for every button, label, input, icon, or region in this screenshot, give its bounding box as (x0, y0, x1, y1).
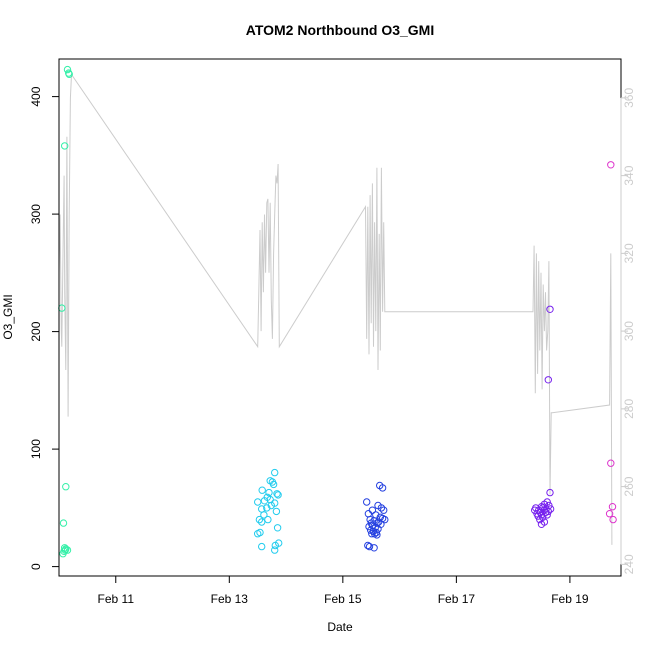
x-tick-label: Feb 11 (98, 592, 135, 606)
data-point-series-3 (546, 305, 554, 313)
data-point-series-2 (364, 541, 372, 550)
data-point-series-4 (608, 503, 617, 511)
data-point-series-3 (546, 505, 555, 513)
y-tick-label: 0 (29, 563, 43, 570)
data-point-series-0 (62, 483, 70, 491)
y-axis: 0 100 200 300 400 (29, 86, 60, 570)
data-point-series-2 (363, 498, 371, 506)
data-point-series-1 (274, 491, 282, 499)
data-point-series-1 (260, 511, 268, 519)
y-tick-label: 400 (29, 86, 43, 106)
data-point-series-1 (264, 515, 272, 524)
y2-tick-label: 300 (622, 321, 636, 341)
x-axis-label: Date (327, 620, 353, 634)
data-point-series-1 (271, 468, 279, 477)
secondary-series-layer (58, 72, 613, 545)
data-point-series-3 (534, 512, 542, 520)
data-point-series-1 (271, 541, 279, 550)
secondary-y-axis: 240 260 280 300 320 340 360 (620, 88, 636, 574)
y2-tick-label: 280 (622, 399, 636, 419)
data-point-series-1 (254, 530, 262, 538)
data-point-series-3 (543, 511, 551, 519)
y-tick-label: 300 (29, 204, 43, 224)
data-point-series-1 (273, 490, 281, 498)
y2-tick-label: 240 (622, 554, 636, 574)
data-point-series-3 (537, 520, 546, 528)
x-tick-label: Feb 15 (324, 592, 362, 606)
data-point-series-2 (368, 530, 376, 538)
data-point-series-1 (272, 507, 281, 516)
y-tick-label: 100 (29, 439, 43, 459)
data-point-series-2 (374, 518, 383, 526)
data-point-series-1 (258, 486, 266, 494)
data-point-series-1 (260, 497, 269, 505)
data-point-series-0 (63, 65, 72, 74)
data-point-series-4 (607, 161, 615, 169)
data-point-series-1 (258, 518, 266, 526)
chart-title: ATOM2 Northbound O3_GMI (246, 22, 434, 38)
data-point-series-1 (273, 524, 282, 532)
data-point-series-3 (536, 515, 544, 524)
data-point-series-3 (546, 488, 554, 497)
data-point-series-1 (265, 488, 273, 497)
data-point-series-0 (65, 70, 73, 79)
data-point-series-0 (63, 546, 72, 554)
x-axis: Feb 11 Feb 13 Feb 15 Feb 17 Feb 19 (98, 575, 589, 606)
data-point-series-4 (609, 515, 617, 524)
data-point-series-2 (381, 515, 389, 524)
data-point-series-2 (373, 531, 381, 539)
y2-tick-label: 340 (622, 165, 636, 185)
x-tick-label: Feb 19 (551, 592, 589, 606)
data-point-series-1 (271, 546, 279, 554)
y-tick-label: 200 (29, 321, 43, 341)
data-point-series-1 (267, 501, 275, 510)
data-points-layer (58, 65, 617, 558)
data-point-series-0 (59, 550, 67, 558)
y2-tick-label: 360 (622, 88, 636, 108)
data-point-series-4 (607, 459, 615, 467)
data-point-series-0 (60, 142, 69, 150)
data-point-series-2 (370, 544, 378, 552)
data-point-series-2 (378, 484, 387, 492)
data-point-series-1 (263, 504, 271, 512)
data-point-series-0 (59, 519, 68, 527)
data-point-series-2 (380, 506, 388, 514)
data-point-series-4 (605, 510, 614, 518)
data-point-series-2 (377, 504, 386, 512)
y-axis-label: O3_GMI (1, 294, 15, 339)
data-point-series-1 (254, 498, 262, 506)
x-tick-label: Feb 17 (438, 592, 476, 606)
y2-tick-label: 260 (622, 476, 636, 496)
secondary-series-line (58, 72, 613, 545)
data-point-series-3 (544, 376, 552, 384)
x-tick-label: Feb 13 (211, 592, 249, 606)
data-point-series-1 (269, 480, 278, 489)
y2-tick-label: 320 (622, 243, 636, 263)
data-point-series-2 (365, 542, 374, 551)
data-point-series-1 (255, 515, 264, 524)
data-point-series-1 (258, 542, 266, 551)
data-point-series-0 (61, 546, 69, 554)
